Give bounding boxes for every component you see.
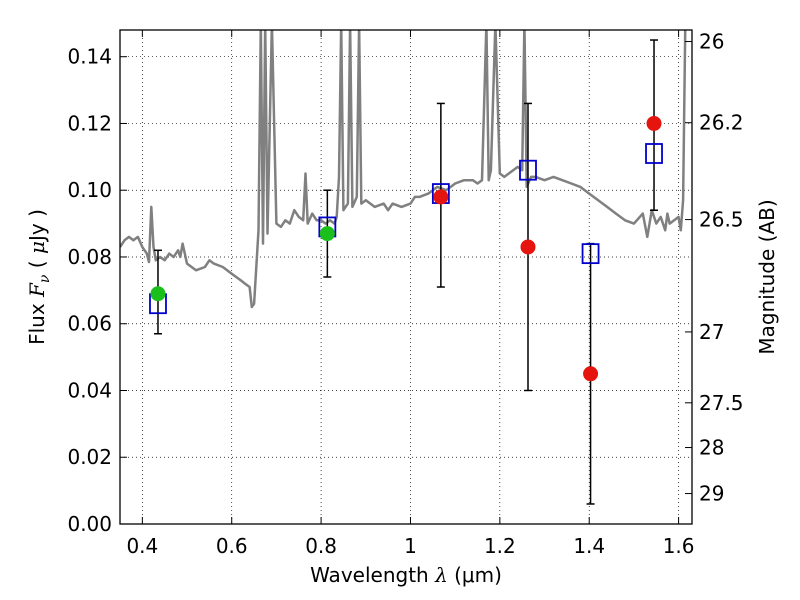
series-layer — [120, 30, 687, 505]
observed-flux-point — [319, 226, 335, 242]
x-tick-label: 1.2 — [484, 534, 516, 558]
x-tick-label: 0.4 — [126, 534, 158, 558]
y2-tick-label: 28 — [699, 436, 724, 460]
observed-flux-point — [646, 115, 662, 131]
y-tick-label: 0.00 — [67, 512, 112, 536]
observed-flux-point — [520, 239, 536, 255]
observed-flux-point — [150, 286, 166, 302]
y2-tick-label: 26.2 — [699, 111, 744, 135]
x-tick-label: 1.6 — [663, 534, 695, 558]
x-tick-label: 0.8 — [305, 534, 337, 558]
y-tick-label: 0.10 — [67, 178, 112, 202]
model-flux-square — [519, 159, 537, 181]
y2-tick-label: 29 — [699, 482, 724, 506]
observed-flux-point — [433, 189, 449, 205]
plot-frame — [119, 29, 693, 525]
model-spectrum-line — [120, 30, 687, 309]
model-flux-square — [581, 243, 600, 265]
x-axis-title: Wavelength λ (μm) — [310, 563, 502, 587]
y-tick-label: 0.08 — [67, 245, 112, 269]
model-flux-square — [645, 143, 663, 164]
y2-axis-ticks: 26 26.2 26.5 27 27.5 28 29 — [685, 30, 744, 506]
x-tick-label: 0.6 — [216, 534, 248, 558]
y2-axis-title: Magnitude (AB) — [755, 199, 779, 354]
y-tick-label: 0.12 — [67, 111, 112, 135]
x-tick-label: 1 — [404, 534, 417, 558]
grid-lines — [120, 30, 692, 525]
y-axis-ticks: 0.00 0.02 0.04 0.06 0.08 0.10 0.12 0.14 — [67, 45, 127, 536]
y-tick-label: 0.02 — [67, 445, 112, 469]
y2-tick-label: 27 — [699, 320, 724, 344]
y2-tick-label: 26 — [699, 30, 724, 54]
y2-tick-label: 26.5 — [699, 208, 744, 232]
x-tick-label: 1.4 — [573, 534, 605, 558]
y2-tick-label: 27.5 — [699, 391, 744, 415]
observed-flux-point — [583, 366, 599, 382]
y-tick-label: 0.14 — [67, 45, 112, 69]
y-tick-label: 0.06 — [67, 312, 112, 336]
y-axis-title: Flux Fν ( μJy ) — [25, 209, 53, 345]
x-axis-ticks: 0.4 0.6 0.8 1 1.2 1.4 1.6 — [126, 30, 695, 558]
y-tick-label: 0.04 — [67, 378, 112, 402]
